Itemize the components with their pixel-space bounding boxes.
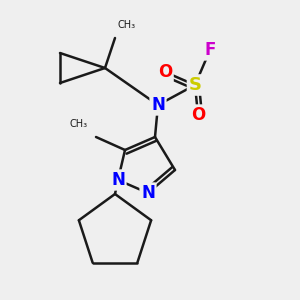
Text: F: F: [204, 41, 216, 59]
Text: O: O: [191, 106, 205, 124]
Text: O: O: [158, 63, 172, 81]
Text: CH₃: CH₃: [70, 119, 88, 129]
Text: S: S: [188, 76, 202, 94]
Text: N: N: [151, 96, 165, 114]
Text: CH₃: CH₃: [118, 20, 136, 30]
Text: N: N: [141, 184, 155, 202]
Text: N: N: [111, 171, 125, 189]
